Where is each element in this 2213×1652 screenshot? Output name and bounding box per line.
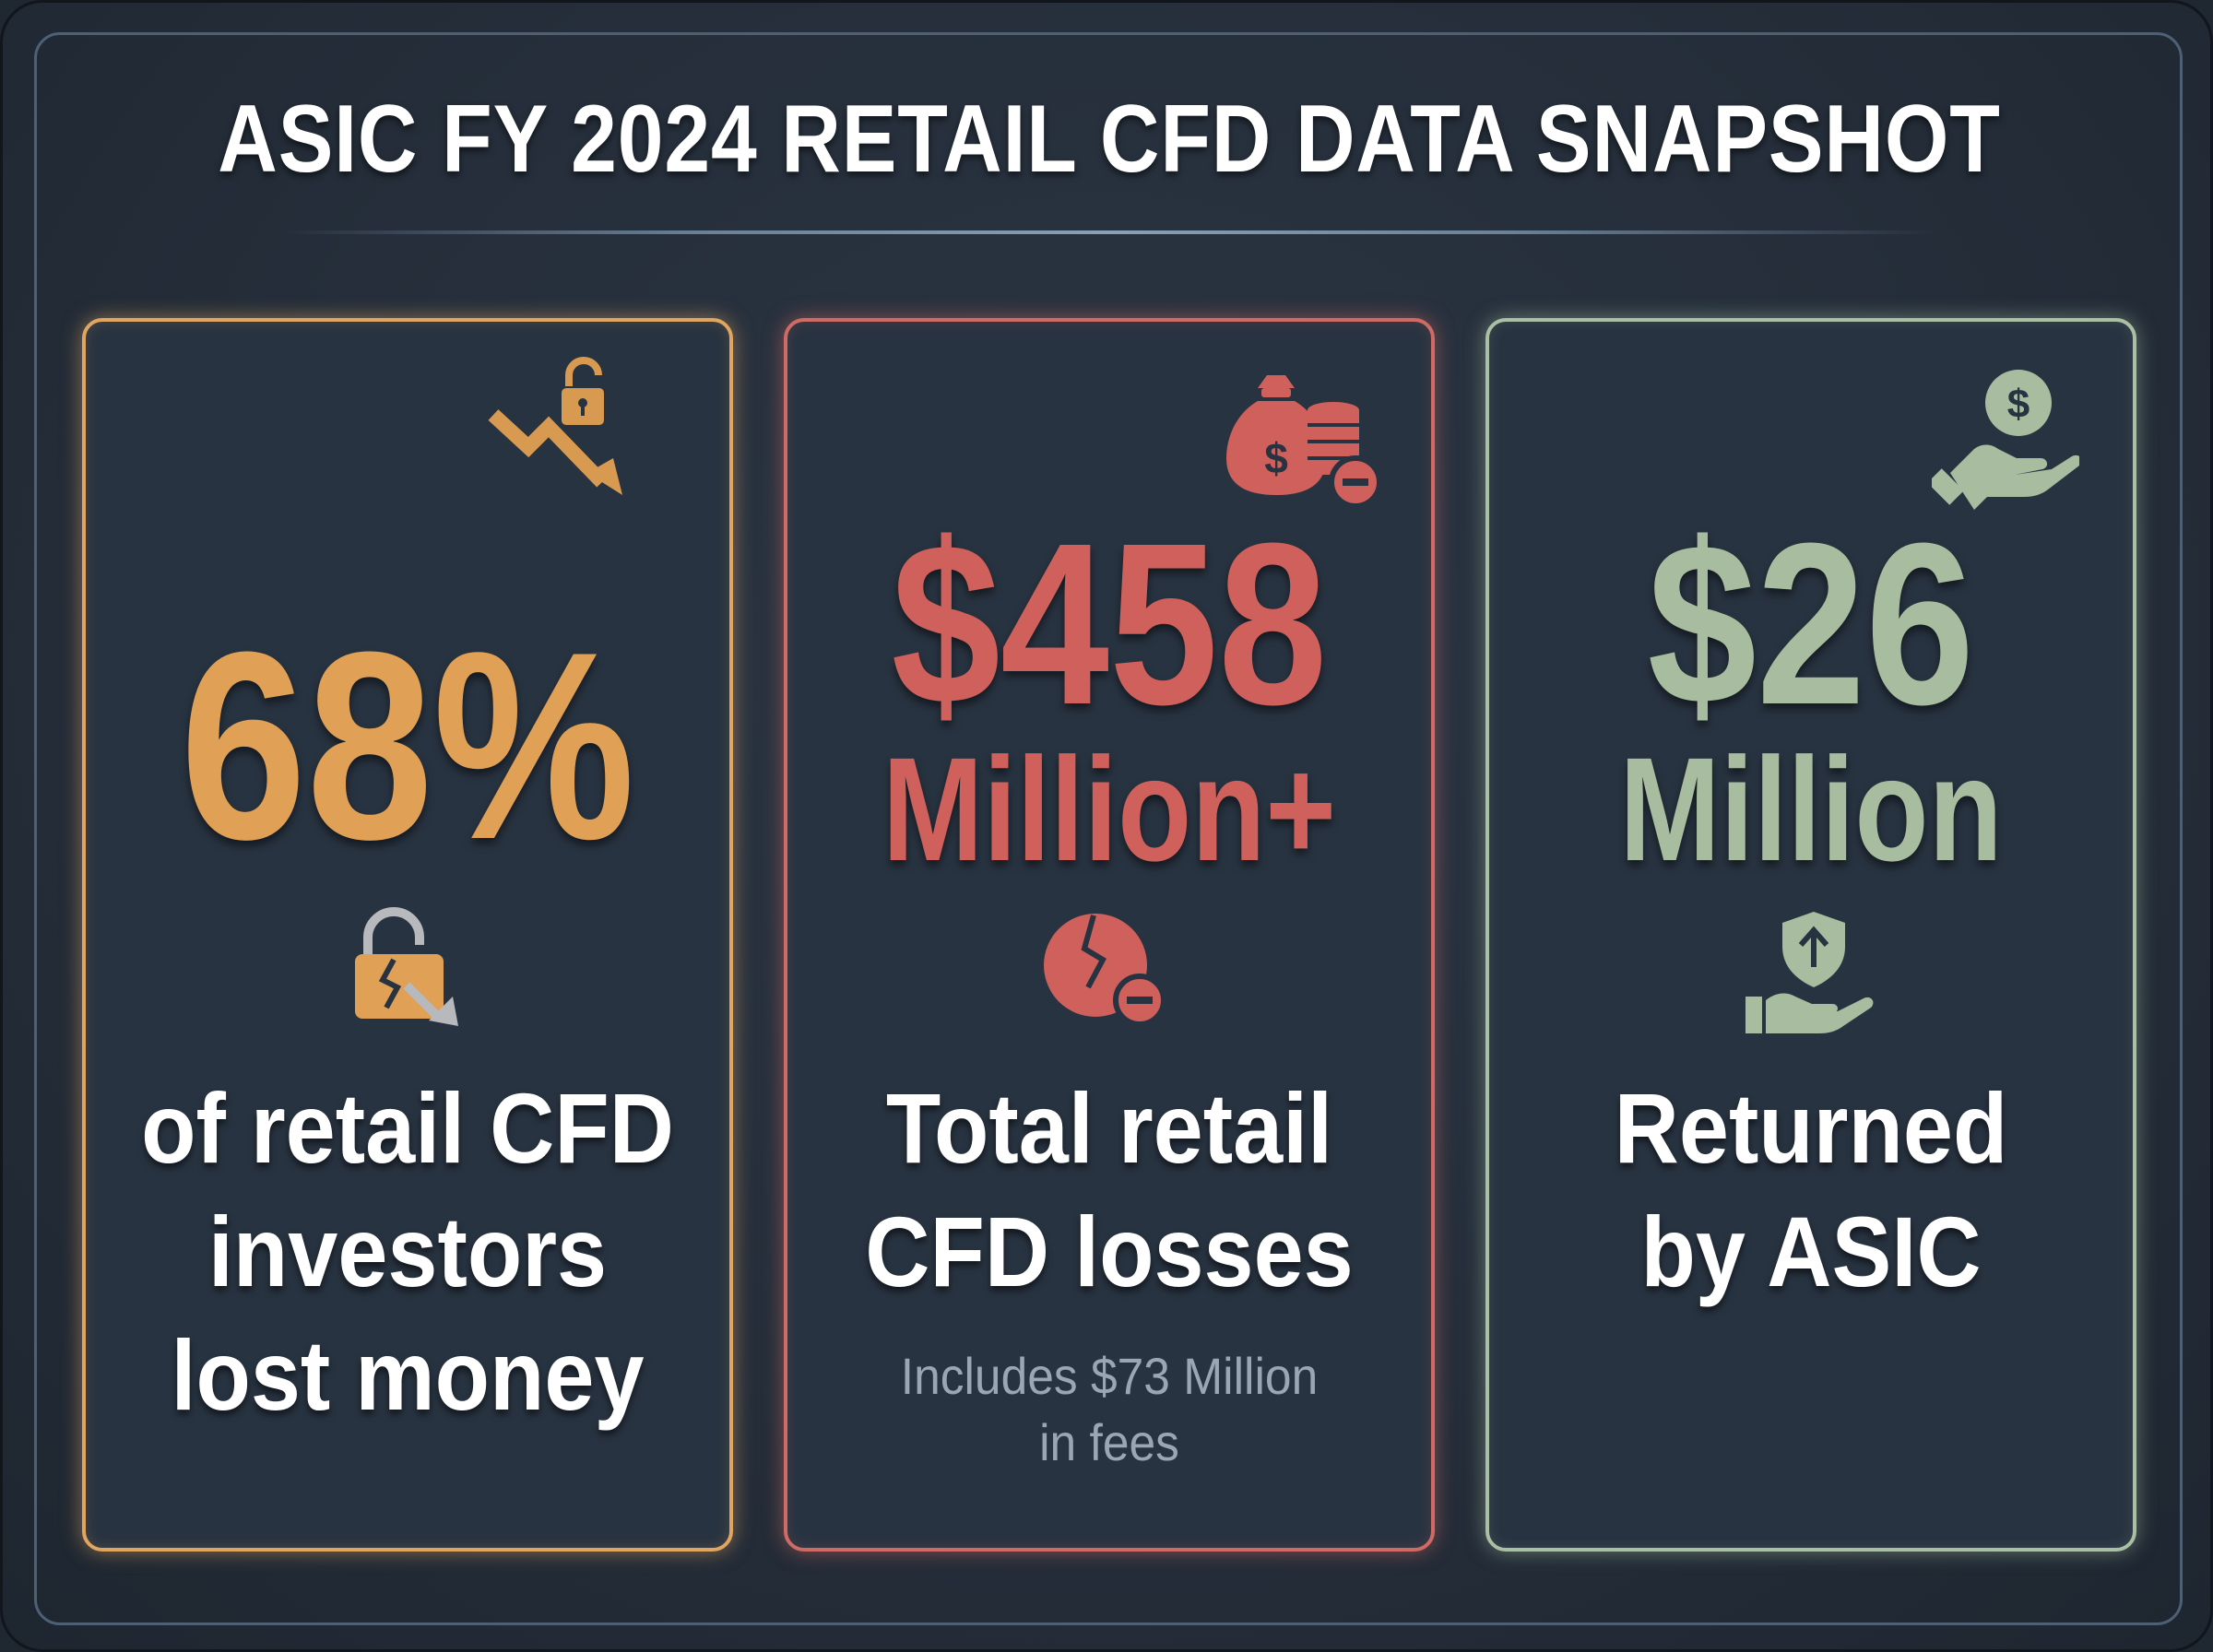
svg-text:$: $ [1264, 434, 1288, 482]
card-returned-by-asic: $ $26 Million Returned by ASIC [1485, 318, 2136, 1552]
stat-value-amount: $458 [891, 495, 1328, 752]
stat-value-unit: Million+ [882, 726, 1336, 891]
stat-value-unit: Million [1619, 726, 2003, 891]
card-total-losses: $ $458 Million+ Total retail CFD losses [784, 318, 1435, 1552]
description-line: CFD losses [865, 1196, 1354, 1307]
note-line: in fees [1039, 1413, 1179, 1471]
money-bag-coins-minus-icon: $ [1221, 364, 1387, 512]
description-line: Returned [1614, 1072, 2008, 1184]
stat-value-amount: $26 [1647, 495, 1975, 752]
note-line: Includes $73 Million [900, 1347, 1319, 1405]
broken-coin-minus-icon [1036, 908, 1175, 1037]
description-line: investors [207, 1196, 608, 1307]
description-line: Total retail [885, 1072, 1333, 1184]
svg-text:$: $ [2007, 382, 2030, 427]
description-line: lost money [171, 1319, 645, 1431]
description-line: by ASIC [1640, 1196, 1982, 1307]
broken-lock-icon [340, 906, 469, 1035]
stat-description: of retail CFD investors lost money [118, 1067, 697, 1437]
stat-description: Returned by ASIC [1521, 1067, 2101, 1314]
description-line: of retail CFD [141, 1072, 674, 1184]
page-title: ASIC FY 2024 RETAIL CFD DATA SNAPSHOT [218, 86, 2001, 193]
hand-dollar-coin-icon: $ [1932, 364, 2079, 512]
chart-down-lock-icon [484, 355, 650, 512]
inner-border [34, 32, 2183, 1625]
stat-description: Total retail CFD losses [820, 1067, 1399, 1314]
card-investors-lost-money: 68% of retail CFD investors lost money [82, 318, 733, 1552]
title-divider [279, 230, 1939, 234]
fees-note: Includes $73 Million in fees [813, 1343, 1405, 1476]
hand-shield-arrow-icon [1740, 908, 1878, 1037]
stat-value: 68% [180, 596, 635, 895]
